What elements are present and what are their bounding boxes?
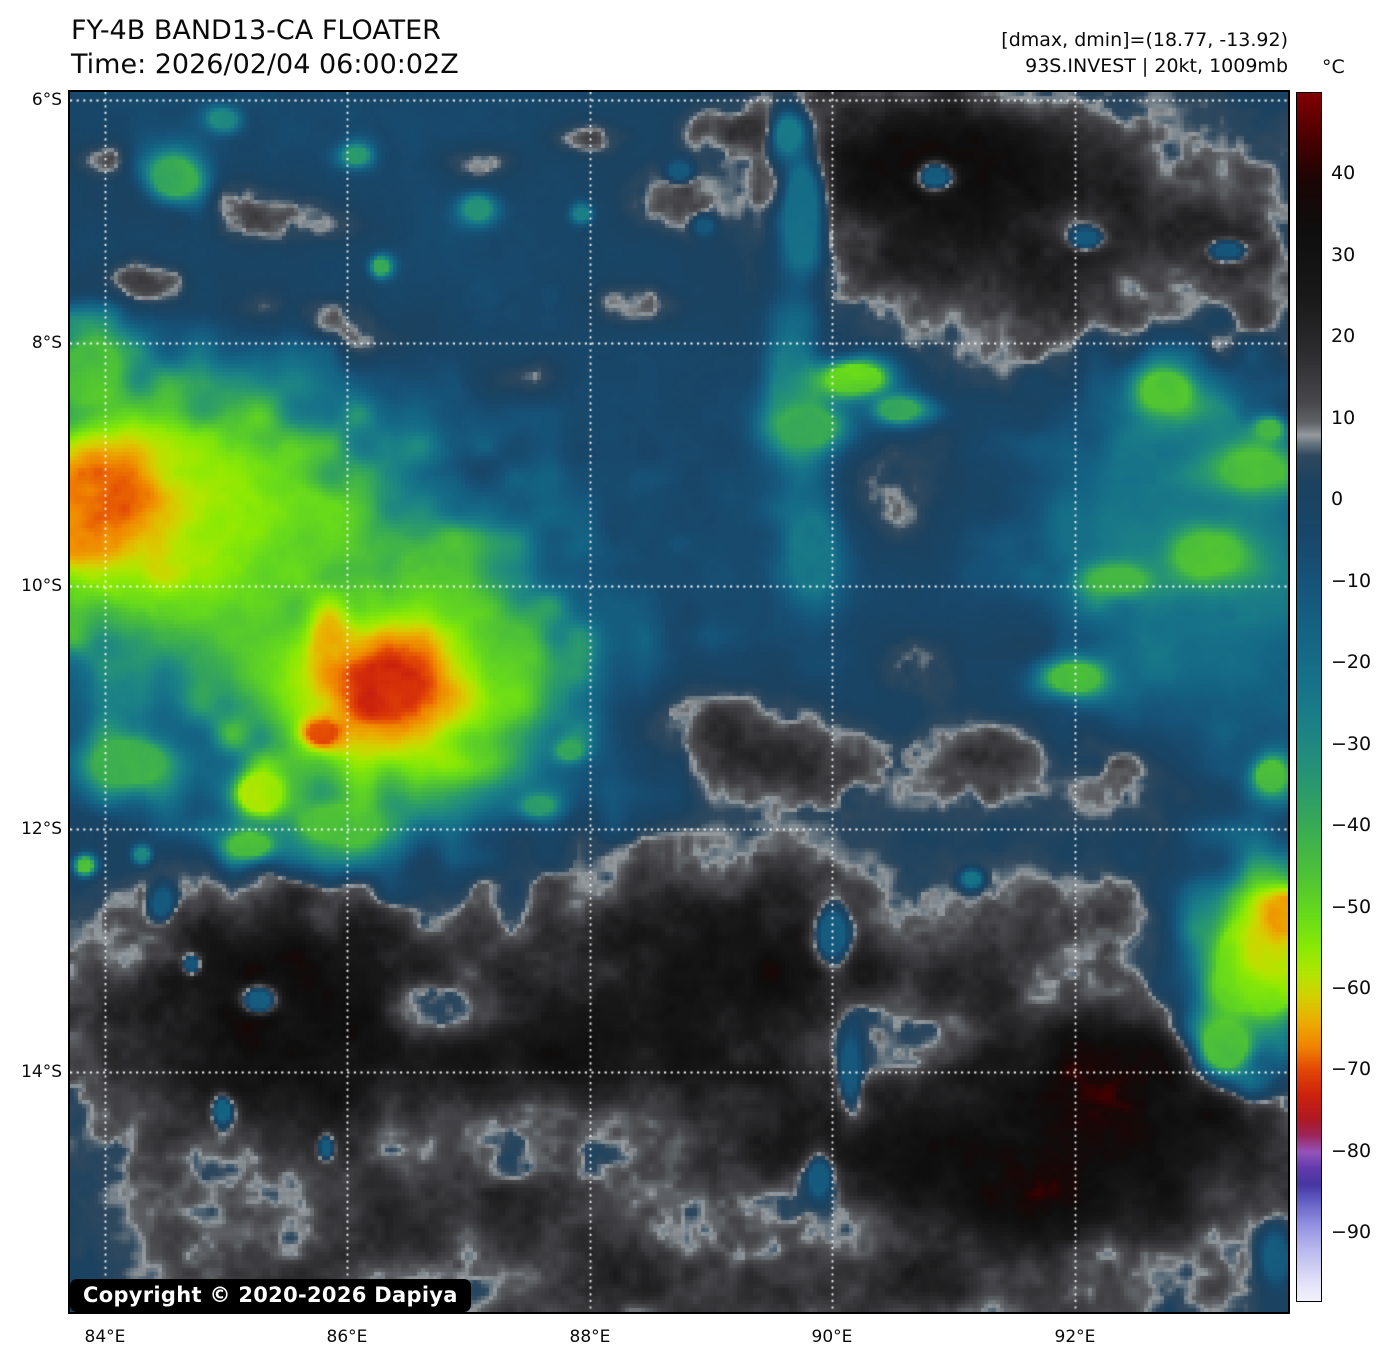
colorbar-tick-label: −40: [1331, 814, 1372, 837]
info-block: [dmax, dmin]=(18.77, -13.92) 93S.INVEST …: [728, 27, 1288, 79]
colorbar-tick-label: 30: [1331, 243, 1356, 266]
lon-axis-label: 88°E: [569, 1327, 611, 1347]
colorbar-gradient-canvas: [1297, 93, 1321, 1301]
colorbar-tick-label: −70: [1331, 1058, 1372, 1081]
lon-axis-label: 90°E: [811, 1327, 853, 1347]
lat-axis-label: 12°S: [21, 819, 62, 839]
colorbar-tick-label: −90: [1331, 1221, 1372, 1244]
lon-axis-label: 92°E: [1054, 1327, 1096, 1347]
colorbar-tick-label: 40: [1331, 162, 1356, 185]
colorbar-tick-label: −30: [1331, 732, 1372, 755]
lat-axis-label: 10°S: [21, 575, 62, 596]
colorbar: [1296, 92, 1322, 1302]
lat-axis-label: 14°S: [21, 1062, 62, 1083]
colorbar-tick-label: 10: [1331, 406, 1356, 429]
storm-readout: 93S.INVEST | 20kt, 1009mb: [1025, 55, 1288, 77]
colorbar-unit-label: °C: [1322, 56, 1345, 78]
map-plot-frame: [68, 90, 1290, 1314]
lon-axis-label: 84°E: [84, 1327, 126, 1347]
colorbar-tick-label: −10: [1331, 569, 1372, 592]
colorbar-tick-label: −20: [1331, 651, 1372, 674]
colorbar-tick-label: −80: [1331, 1139, 1372, 1162]
colorbar-tick-label: −60: [1331, 977, 1372, 1000]
dminmax-readout: [dmax, dmin]=(18.77, -13.92): [1001, 29, 1288, 51]
copyright-badge: Copyright © 2020-2026 Dapiya: [70, 1279, 471, 1312]
timestamp: Time: 2026/02/04 06:00:02Z: [71, 49, 459, 80]
colorbar-tick-label: 20: [1331, 325, 1356, 348]
lat-axis-label: 8°S: [31, 332, 62, 353]
colorbar-tick-label: −50: [1331, 895, 1372, 918]
title-block: FY-4B BAND13-CA FLOATER Time: 2026/02/04…: [71, 14, 459, 82]
colorbar-tick-label: 0: [1331, 488, 1344, 511]
lat-axis-label: 6°S: [31, 90, 62, 111]
lon-axis-label: 86°E: [326, 1327, 368, 1347]
satellite-image-canvas: [70, 92, 1288, 1312]
page-title: FY-4B BAND13-CA FLOATER: [71, 15, 441, 46]
